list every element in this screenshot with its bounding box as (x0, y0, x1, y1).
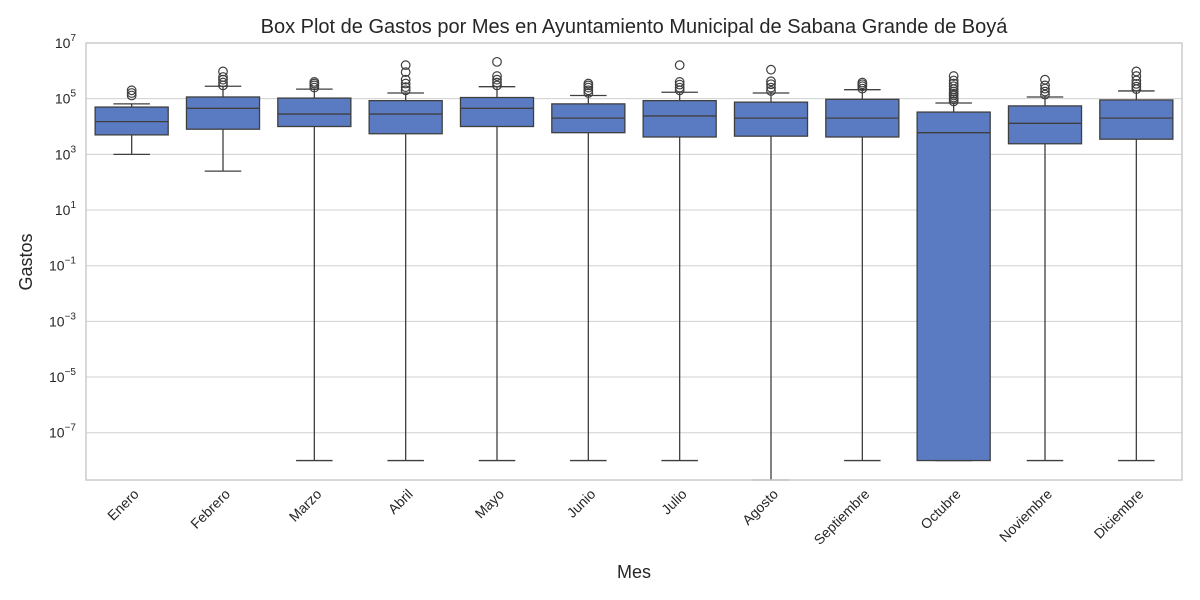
y-tick-label: 10−1 (49, 256, 76, 274)
outlier-point (492, 71, 502, 81)
outlier-point (1131, 66, 1142, 77)
box-iqr (459, 96, 535, 128)
x-tick-label: Septiembre (811, 486, 873, 548)
outlier-point (948, 75, 959, 86)
outlier-point (674, 77, 685, 87)
x-tick-label: Julio (658, 486, 690, 518)
outlier-point (674, 82, 685, 93)
outlier-point (766, 86, 776, 96)
outlier-point (400, 67, 411, 78)
box-enero (94, 85, 169, 155)
box-noviembre (1007, 74, 1083, 462)
outlier-point (492, 77, 502, 88)
outlier-point (948, 78, 959, 89)
outlier-point (218, 77, 228, 88)
outlier-point (492, 56, 502, 67)
x-tick-label: Febrero (187, 486, 233, 532)
outlier-point (126, 90, 137, 101)
outlier-point (766, 79, 776, 90)
box-iqr (185, 96, 261, 130)
outlier-point (1131, 81, 1142, 92)
y-axis-label: Gastos (16, 233, 36, 290)
x-tick-label: Marzo (286, 486, 325, 525)
outlier-point (1131, 71, 1142, 81)
x-tick-label: Agosto (739, 486, 781, 528)
box-septiembre (825, 77, 900, 462)
outlier-point (126, 85, 137, 96)
x-tick-label: Octubre (917, 486, 964, 533)
x-tick-label: Noviembre (996, 486, 1055, 545)
outlier-point (218, 66, 228, 77)
outlier-point (948, 71, 959, 81)
outlier-point (1040, 80, 1050, 91)
outlier-point (583, 85, 594, 96)
y-tick-label: 101 (55, 200, 77, 218)
box-iqr (733, 101, 809, 137)
box-octubre (916, 71, 991, 462)
outlier-point (583, 88, 594, 98)
box-iqr (1007, 105, 1083, 145)
x-tick-label: Abril (385, 486, 416, 517)
outlier-point (1040, 89, 1050, 100)
box-julio (642, 60, 717, 462)
outlier-point (766, 64, 776, 75)
y-tick-labels: 107 105 103 101 10−1 10−3 10−5 10−7 (49, 33, 76, 441)
box-abril (368, 60, 443, 462)
outlier-point (492, 80, 502, 91)
outlier-point (309, 77, 320, 87)
outlier-point (674, 60, 685, 71)
box-diciembre (1099, 66, 1174, 462)
x-tick-label: Mayo (472, 486, 508, 522)
box-mayo (459, 56, 535, 462)
outlier-point (126, 88, 137, 98)
box-junio (551, 78, 626, 462)
outlier-point (400, 82, 411, 93)
y-tick-label: 107 (55, 33, 77, 51)
plot-frame (85, 42, 1183, 481)
outlier-point (492, 74, 502, 85)
outlier-point (400, 85, 411, 96)
outlier-point (766, 76, 776, 87)
box-iqr (642, 99, 717, 138)
outlier-point (1131, 78, 1142, 89)
box-iqr (277, 97, 352, 128)
x-tick-label: Enero (104, 486, 142, 524)
outlier-point (857, 83, 868, 94)
outlier-point (400, 74, 411, 85)
chart-title: Box Plot de Gastos por Mes en Ayuntamien… (261, 16, 1009, 38)
x-tick-labels: Enero Febrero Marzo Abril Mayo Junio Julio Agos… (104, 486, 1147, 548)
outlier-point (948, 81, 959, 92)
outlier-point (857, 77, 868, 88)
outlier-point (1040, 74, 1050, 85)
y-tick-label: 10−7 (49, 423, 76, 441)
outlier-point (400, 60, 411, 71)
y-tick-label: 103 (55, 144, 77, 162)
outlier-point (400, 78, 411, 89)
outlier-point (583, 78, 594, 89)
grid-layer (86, 42, 1182, 434)
x-axis-label: Mes (617, 562, 651, 582)
outlier-point (674, 79, 685, 90)
box-marzo (277, 77, 352, 462)
outlier-point (218, 72, 228, 82)
outlier-point (766, 82, 776, 93)
outlier-point (1040, 86, 1050, 97)
y-tick-label: 10−5 (49, 367, 76, 385)
box-agosto (733, 64, 809, 481)
box-iqr (916, 111, 991, 462)
box-febrero (185, 66, 261, 172)
box-iqr (368, 99, 443, 135)
x-tick-label: Diciembre (1091, 486, 1147, 542)
x-tick-label: Junio (563, 486, 598, 521)
box-iqr (1099, 99, 1174, 140)
y-tick-label: 105 (55, 89, 77, 107)
y-tick-label: 10−3 (49, 311, 76, 329)
box-layer (94, 56, 1174, 481)
